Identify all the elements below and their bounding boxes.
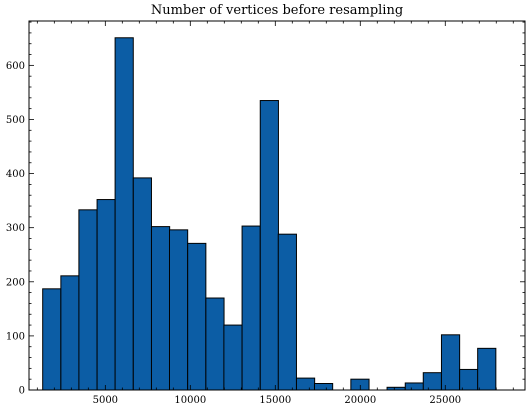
x-tick-label: 10000 <box>174 395 206 406</box>
histogram-bar-2 <box>79 210 97 390</box>
histogram-bar-24 <box>478 348 496 390</box>
histogram-bar-23 <box>460 369 478 390</box>
y-tick-label: 500 <box>6 115 25 126</box>
histogram-bar-20 <box>405 383 423 390</box>
histogram-bar-6 <box>151 227 169 390</box>
histogram-bar-5 <box>133 178 151 390</box>
histogram-bar-22 <box>441 335 459 390</box>
bars-group <box>43 38 496 390</box>
y-tick-label: 400 <box>6 169 25 180</box>
y-tick-label: 200 <box>6 277 25 288</box>
histogram-bar-21 <box>423 373 441 390</box>
histogram-bar-13 <box>278 234 296 390</box>
histogram-bar-14 <box>296 378 314 390</box>
histogram-bar-3 <box>97 200 115 390</box>
x-tick-label: 15000 <box>259 395 291 406</box>
histogram-bar-7 <box>169 230 187 390</box>
histogram-bar-4 <box>115 38 133 390</box>
histogram-bar-10 <box>224 325 242 390</box>
y-tick-label: 300 <box>6 223 25 234</box>
histogram-bar-9 <box>206 298 224 390</box>
y-tick-label: 600 <box>6 61 25 72</box>
x-tick-label: 25000 <box>429 395 461 406</box>
histogram-bar-1 <box>61 276 79 390</box>
histogram-bar-15 <box>314 384 332 390</box>
y-tick-label: 100 <box>6 331 25 342</box>
histogram-bar-8 <box>188 243 206 390</box>
y-tick-label: 0 <box>19 386 25 397</box>
x-tick-label: 5000 <box>93 395 118 406</box>
histogram-bar-11 <box>242 226 260 390</box>
x-tick-label: 20000 <box>344 395 376 406</box>
chart-title: Number of vertices before resampling <box>151 3 403 18</box>
histogram-bar-12 <box>260 101 278 390</box>
histogram-bar-0 <box>43 289 61 390</box>
